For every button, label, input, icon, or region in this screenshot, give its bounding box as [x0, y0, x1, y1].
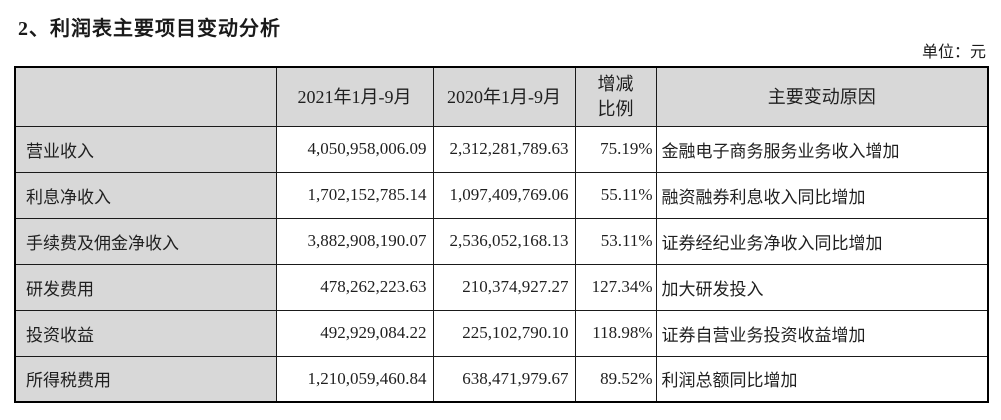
table-row: 所得税费用 1,210,059,460.84 638,471,979.67 89… — [14, 355, 989, 403]
reason-cell: 利润总额同比增加 — [655, 355, 989, 403]
current-period-cell: 1,210,059,460.84 — [275, 355, 434, 403]
prior-period-cell: 2,312,281,789.63 — [432, 125, 576, 173]
table-header-row: 2021年1月-9月 2020年1月-9月 增减 比例 主要变动原因 — [14, 66, 989, 127]
reason-cell: 证券自营业务投资收益增加 — [655, 309, 989, 357]
prior-period-cell: 2,536,052,168.13 — [432, 217, 576, 265]
reason-cell: 金融电子商务服务业务收入增加 — [655, 125, 989, 173]
reason-cell: 证券经纪业务净收入同比增加 — [655, 217, 989, 265]
change-ratio-cell: 75.19% — [574, 125, 657, 173]
table-row: 营业收入 4,050,958,006.09 2,312,281,789.63 7… — [14, 125, 989, 173]
item-cell: 营业收入 — [14, 125, 277, 173]
reason-cell: 融资融券利息收入同比增加 — [655, 171, 989, 219]
change-ratio-cell: 55.11% — [574, 171, 657, 219]
item-cell: 投资收益 — [14, 309, 277, 357]
item-cell: 手续费及佣金净收入 — [14, 217, 277, 265]
item-cell: 研发费用 — [14, 263, 277, 311]
section-title: 2、利润表主要项目变动分析 — [18, 18, 281, 40]
col-header-change-ratio: 增减 比例 — [574, 66, 657, 127]
col-header-current-period: 2021年1月-9月 — [275, 66, 434, 127]
prior-period-cell: 225,102,790.10 — [432, 309, 576, 357]
col-header-item — [14, 66, 277, 127]
prior-period-cell: 638,471,979.67 — [432, 355, 576, 403]
current-period-cell: 1,702,152,785.14 — [275, 171, 434, 219]
table-row: 投资收益 492,929,084.22 225,102,790.10 118.9… — [14, 309, 989, 357]
current-period-cell: 478,262,223.63 — [275, 263, 434, 311]
item-cell: 利息净收入 — [14, 171, 277, 219]
change-ratio-cell: 89.52% — [574, 355, 657, 403]
reason-cell: 加大研发投入 — [655, 263, 989, 311]
current-period-cell: 3,882,908,190.07 — [275, 217, 434, 265]
change-ratio-cell: 127.34% — [574, 263, 657, 311]
prior-period-cell: 1,097,409,769.06 — [432, 171, 576, 219]
unit-label: 单位：元 — [921, 44, 986, 61]
table-row: 手续费及佣金净收入 3,882,908,190.07 2,536,052,168… — [14, 217, 989, 265]
profit-change-table: 2021年1月-9月 2020年1月-9月 增减 比例 主要变动原因 营业收入 … — [14, 66, 989, 403]
table-body: 营业收入 4,050,958,006.09 2,312,281,789.63 7… — [14, 125, 989, 403]
prior-period-cell: 210,374,927.27 — [432, 263, 576, 311]
current-period-cell: 4,050,958,006.09 — [275, 125, 434, 173]
change-ratio-cell: 118.98% — [574, 309, 657, 357]
current-period-cell: 492,929,084.22 — [275, 309, 434, 357]
change-ratio-cell: 53.11% — [574, 217, 657, 265]
col-header-reason: 主要变动原因 — [655, 66, 989, 127]
table-row: 利息净收入 1,702,152,785.14 1,097,409,769.06 … — [14, 171, 989, 219]
item-cell: 所得税费用 — [14, 355, 277, 403]
table-row: 研发费用 478,262,223.63 210,374,927.27 127.3… — [14, 263, 989, 311]
col-header-prior-period: 2020年1月-9月 — [432, 66, 576, 127]
